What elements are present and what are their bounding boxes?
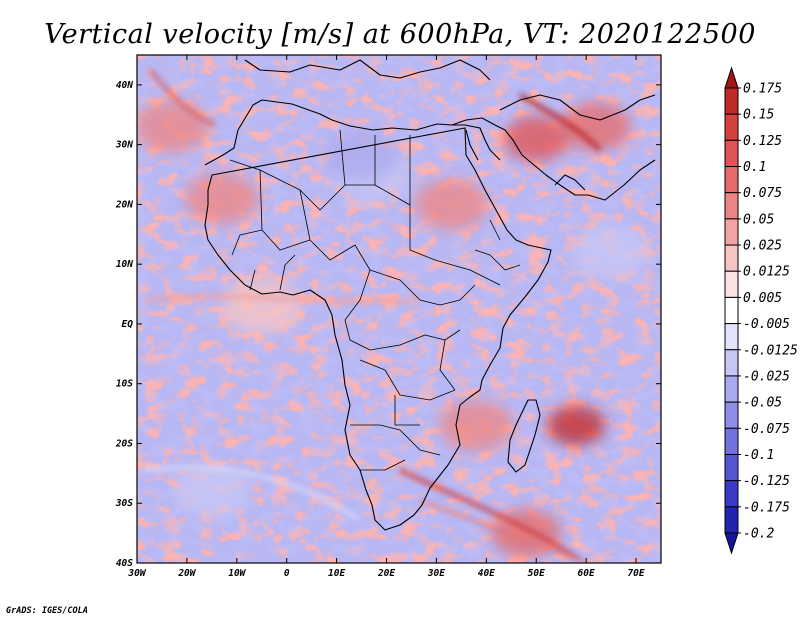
- colorbar-bin: [724, 506, 739, 534]
- lon-tick-label: 70E: [627, 568, 644, 579]
- colorbar-bin: [724, 401, 739, 429]
- region-12: [572, 225, 650, 279]
- lat-tick-label: 40S: [116, 558, 133, 569]
- region-7: [440, 400, 513, 451]
- lon-tick-label: 10W: [228, 568, 246, 579]
- region-10: [325, 131, 398, 182]
- colorbar-label: -0.125: [743, 474, 790, 489]
- colorbar-bin: [724, 192, 739, 220]
- lat-tick-label: 10N: [116, 259, 133, 270]
- colorbar: 0.175 0.15 0.125 0.1 0.075 0.05 0.025 0.0125 0.0…: [724, 66, 798, 555]
- lat-tick-label: 30S: [115, 498, 133, 509]
- colorbar-label: 0.15: [743, 108, 774, 123]
- lat-tick-label: 20S: [115, 438, 133, 449]
- colorbar-label: 0.025: [743, 239, 782, 254]
- colorbar-bin: [724, 349, 739, 377]
- colorbar-max-arrow: [724, 66, 739, 89]
- lat-tick-label: EQ: [122, 319, 134, 330]
- colorbar-bin: [724, 113, 739, 141]
- colorbar-label: 0.05: [743, 212, 774, 227]
- lon-tick-label: 40E: [478, 568, 495, 579]
- colorbar-bin: [724, 87, 739, 115]
- colorbar-bin: [724, 218, 739, 246]
- colorbar-label: -0.075: [743, 422, 790, 437]
- colorbar-bin: [724, 139, 739, 168]
- colorbar-bin: [724, 244, 739, 272]
- lon-tick-label: 0: [284, 568, 290, 579]
- colorbar-min-arrow: [724, 532, 739, 555]
- lon-tick-label: 20W: [177, 568, 196, 579]
- chart-title: Vertical velocity [m/s] at 600hPa, VT: 2…: [44, 19, 756, 50]
- colorbar-label: 0.125: [743, 134, 782, 149]
- colorbar-label: -0.025: [743, 369, 790, 384]
- region-1: [185, 173, 259, 224]
- coastlines: [204, 59, 656, 531]
- lat-tick-label: 10S: [116, 379, 133, 390]
- region-3: [503, 116, 569, 162]
- lon-tick-label: 20E: [377, 568, 395, 579]
- colorbar-bin: [724, 375, 739, 403]
- colorbar-label: -0.005: [743, 317, 790, 332]
- lat-tick-label: 20N: [115, 199, 133, 210]
- lon-tick-label: 30W: [127, 568, 146, 579]
- region-2: [415, 179, 488, 230]
- region-0: [137, 101, 209, 153]
- velocity-field: [137, 55, 661, 563]
- colorbar-label: -0.05: [743, 396, 782, 411]
- colorbar-bin: [724, 270, 739, 298]
- lon-tick-label: 30E: [427, 568, 445, 579]
- colorbar-label: -0.1: [743, 448, 774, 463]
- colorbar-label: 0.175: [743, 82, 782, 97]
- lon-tick-label: 60E: [578, 568, 595, 579]
- colorbar-bin: [724, 296, 739, 325]
- country-borders: [229, 129, 521, 471]
- region-6: [547, 405, 606, 446]
- lat-tick-label: 40N: [116, 80, 133, 91]
- colorbar-bin: [724, 480, 739, 508]
- map-frame: [136, 54, 662, 564]
- lon-tick-label: 50E: [528, 568, 545, 579]
- colorbar-label: 0.0125: [743, 265, 790, 280]
- colorbar-bin: [724, 427, 739, 455]
- colorbar-bin: [724, 323, 739, 351]
- colorbar-label: -0.2: [743, 527, 774, 542]
- colorbar-label: -0.175: [743, 500, 790, 515]
- grads-credit: GrADS: IGES/COLA: [6, 606, 88, 616]
- lon-tick-label: 10E: [328, 568, 345, 579]
- colorbar-label: 0.075: [743, 186, 782, 201]
- colorbar-label: -0.0125: [743, 343, 798, 358]
- region-11: [173, 464, 251, 518]
- colorbar-label: 0.1: [743, 160, 766, 175]
- colorbar-bin: [724, 453, 739, 482]
- region-5: [222, 278, 301, 334]
- lat-tick-label: 30N: [115, 140, 133, 151]
- colorbar-bin: [724, 166, 739, 194]
- colorbar-label: 0.005: [743, 291, 782, 306]
